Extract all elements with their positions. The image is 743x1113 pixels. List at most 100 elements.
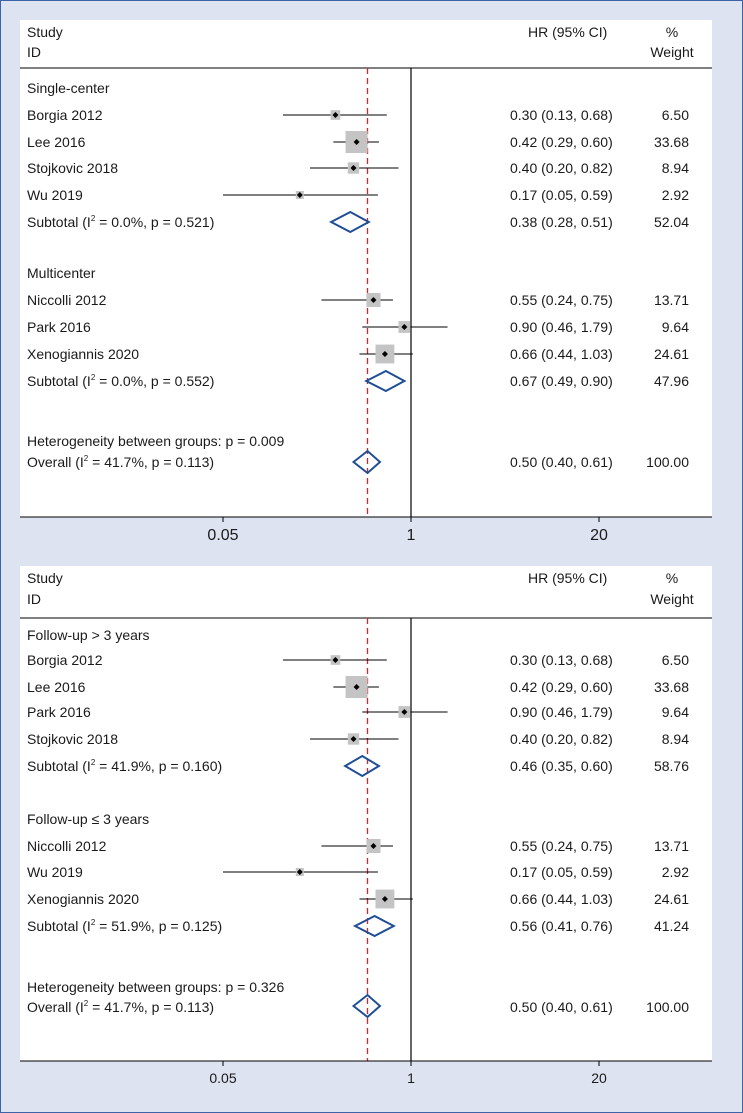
header-weight: Weight: [650, 44, 693, 60]
header-hr-ci: HR (95% CI): [528, 24, 607, 40]
study-point-estimate: [381, 351, 388, 357]
subtotal-diamond: [364, 369, 407, 393]
label-suffix: = 51.9%, p = 0.125): [95, 918, 222, 934]
study-name: Niccolli 2012: [27, 292, 107, 308]
header-id: ID: [27, 44, 41, 60]
study-hr-ci: 0.90 (0.46, 1.79): [510, 319, 613, 335]
header-hr-ci: HR (95% CI): [528, 570, 607, 586]
header-weight: Weight: [650, 591, 693, 607]
subtotal-label: Subtotal (I2 = 0.0%, p = 0.521): [27, 214, 214, 230]
subtotal-weight: 41.24: [654, 918, 689, 934]
overall-hr-ci: 0.50 (0.40, 0.61): [510, 999, 613, 1015]
x-tick-label: 20: [590, 527, 608, 544]
study-name: Park 2016: [27, 319, 91, 335]
study-weight: 13.71: [654, 292, 689, 308]
study-point-estimate: [401, 709, 408, 715]
subtotal-label: Subtotal (I2 = 51.9%, p = 0.125): [27, 918, 222, 934]
label-prefix: Overall (I: [27, 454, 84, 470]
study-weight: 2.92: [662, 864, 689, 880]
study-hr-ci: 0.55 (0.24, 0.75): [510, 292, 613, 308]
overall-weight: 100.00: [646, 454, 689, 470]
study-weight: 24.61: [654, 891, 689, 907]
study-point-estimate: [332, 112, 339, 118]
group-label: Single-center: [27, 80, 110, 96]
study-weight: 6.50: [662, 652, 689, 668]
study-point-estimate: [350, 736, 357, 742]
overall-weight: 100.00: [646, 999, 689, 1015]
subtotal-hr-ci: 0.38 (0.28, 0.51): [510, 214, 613, 230]
label-prefix: Subtotal (I: [27, 918, 91, 934]
group-label: Multicenter: [27, 265, 96, 281]
study-hr-ci: 0.42 (0.29, 0.60): [510, 679, 613, 695]
study-point-estimate: [381, 896, 388, 902]
label-prefix: Subtotal (I: [27, 214, 91, 230]
plot-panel: [20, 20, 712, 517]
study-point-estimate: [353, 684, 360, 690]
study-hr-ci: 0.66 (0.44, 1.03): [510, 346, 613, 362]
study-point-estimate: [332, 657, 339, 663]
study-weight: 8.94: [662, 160, 689, 176]
overall-diamond: [351, 993, 382, 1019]
study-hr-ci: 0.17 (0.05, 0.59): [510, 187, 613, 203]
x-tick-label: 0.05: [207, 527, 238, 544]
study-name: Borgia 2012: [27, 107, 103, 123]
study-point-estimate: [370, 297, 377, 303]
study-name: Stojkovic 2018: [27, 731, 118, 747]
study-hr-ci: 0.30 (0.13, 0.68): [510, 107, 613, 123]
study-point-estimate: [296, 192, 303, 198]
subtotal-weight: 58.76: [654, 758, 689, 774]
group-label: Follow-up ≤ 3 years: [27, 811, 149, 827]
study-weight: 9.64: [662, 704, 689, 720]
study-weight: 13.71: [654, 838, 689, 854]
subtotal-hr-ci: 0.46 (0.35, 0.60): [510, 758, 613, 774]
heterogeneity-text: Heterogeneity between groups: p = 0.326: [27, 979, 284, 995]
header-study: Study: [27, 24, 63, 40]
x-tick-label: 20: [591, 1070, 607, 1086]
study-hr-ci: 0.42 (0.29, 0.60): [510, 134, 613, 150]
subtotal-hr-ci: 0.67 (0.49, 0.90): [510, 373, 613, 389]
study-name: Lee 2016: [27, 679, 86, 695]
study-name: Wu 2019: [27, 864, 83, 880]
study-name: Wu 2019: [27, 187, 83, 203]
x-tick-label: 1: [407, 527, 416, 544]
study-name: Park 2016: [27, 704, 91, 720]
header-percent: %: [666, 570, 678, 586]
superscript-2: 2: [84, 999, 89, 1008]
study-weight: 33.68: [654, 679, 689, 695]
study-hr-ci: 0.30 (0.13, 0.68): [510, 652, 613, 668]
study-name: Lee 2016: [27, 134, 86, 150]
subtotal-diamond: [343, 754, 381, 778]
subtotal-label: Subtotal (I2 = 41.9%, p = 0.160): [27, 758, 222, 774]
study-weight: 33.68: [654, 134, 689, 150]
overall-label: Overall (I2 = 41.7%, p = 0.113): [27, 999, 214, 1015]
subtotal-diamond: [328, 210, 371, 234]
study-weight: 6.50: [662, 107, 689, 123]
study-point-estimate: [401, 324, 408, 330]
overall-hr-ci: 0.50 (0.40, 0.61): [510, 454, 613, 470]
study-name: Borgia 2012: [27, 652, 103, 668]
group-label: Follow-up > 3 years: [27, 627, 150, 643]
subtotal-hr-ci: 0.56 (0.41, 0.76): [510, 918, 613, 934]
label-prefix: Subtotal (I: [27, 758, 91, 774]
study-hr-ci: 0.17 (0.05, 0.59): [510, 864, 613, 880]
study-hr-ci: 0.40 (0.20, 0.82): [510, 731, 613, 747]
study-point-estimate: [296, 869, 303, 875]
study-hr-ci: 0.66 (0.44, 1.03): [510, 891, 613, 907]
study-name: Xenogiannis 2020: [27, 891, 139, 907]
study-name: Niccolli 2012: [27, 838, 107, 854]
x-tick-label: 1: [407, 1070, 415, 1086]
label-prefix: Subtotal (I: [27, 373, 91, 389]
study-weight: 9.64: [662, 319, 689, 335]
study-weight: 2.92: [662, 187, 689, 203]
study-hr-ci: 0.90 (0.46, 1.79): [510, 704, 613, 720]
study-name: Stojkovic 2018: [27, 160, 118, 176]
header-study: Study: [27, 570, 63, 586]
study-name: Xenogiannis 2020: [27, 346, 139, 362]
label-prefix: Overall (I: [27, 999, 84, 1015]
overall-label: Overall (I2 = 41.7%, p = 0.113): [27, 454, 214, 470]
label-suffix: = 41.9%, p = 0.160): [95, 758, 222, 774]
superscript-2: 2: [91, 758, 96, 767]
label-suffix: = 0.0%, p = 0.521): [95, 214, 214, 230]
superscript-2: 2: [91, 214, 96, 223]
